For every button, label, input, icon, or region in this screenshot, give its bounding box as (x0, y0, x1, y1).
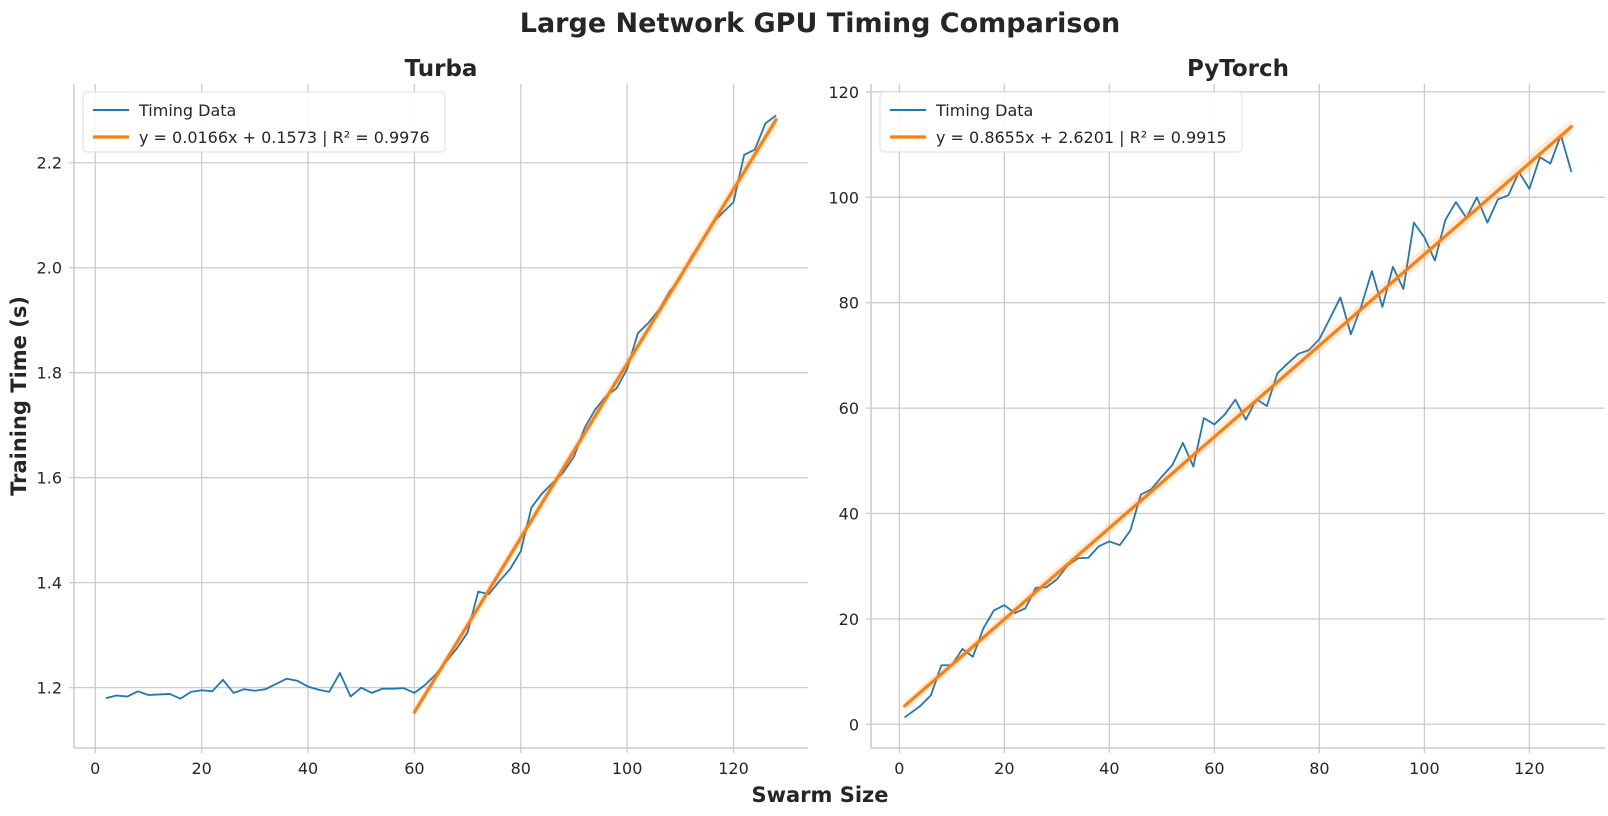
turba-x-tick-label: 0 (90, 759, 100, 778)
pytorch-x-tick-label: 40 (1099, 759, 1119, 778)
pytorch-legend-label: y = 0.8655x + 2.6201 | R² = 0.9915 (936, 128, 1227, 147)
turba-legend-label: Timing Data (138, 101, 236, 120)
turba-x-tick-label: 80 (511, 759, 531, 778)
pytorch-y-tick-label: 40 (839, 504, 859, 523)
pytorch-x-tick-label: 80 (1309, 759, 1329, 778)
pytorch-legend-label: Timing Data (935, 101, 1033, 120)
turba-x-tick-label: 60 (404, 759, 424, 778)
pytorch-fit-line (903, 125, 1573, 708)
turba-panel: Turba 0 20 40 60 80 100 120 1.2 1.4 1.6 1.8 2.0 2.2 Ti… (37, 56, 808, 778)
pytorch-y-tick-label: 60 (839, 399, 859, 418)
turba-legend (82, 91, 446, 153)
turba-y-tick-label: 1.6 (37, 469, 62, 488)
pytorch-legend (879, 91, 1243, 153)
pytorch-y-tick-label: 80 (839, 294, 859, 313)
pytorch-x-tick-label: 0 (894, 759, 904, 778)
turba-y-tick-label: 1.2 (37, 679, 62, 698)
turba-x-tick-label: 40 (298, 759, 318, 778)
turba-x-tick-label: 100 (612, 759, 643, 778)
shared-y-axis-label: Training Time (s) (7, 296, 31, 496)
pytorch-x-tick-label: 60 (1204, 759, 1224, 778)
turba-y-tick-label: 2.0 (37, 259, 62, 278)
pytorch-panel-title: PyTorch (1187, 56, 1289, 82)
turba-x-tick-label: 120 (718, 759, 749, 778)
pytorch-y-tick-label: 0 (849, 715, 859, 734)
turba-panel-title: Turba (405, 56, 478, 82)
pytorch-y-tick-label: 120 (828, 83, 859, 102)
pytorch-y-tick-label: 100 (828, 188, 859, 207)
shared-x-axis-label: Swarm Size (751, 783, 888, 807)
pytorch-x-tick-label: 20 (994, 759, 1014, 778)
turba-legend-label: y = 0.0166x + 0.1573 | R² = 0.9976 (139, 128, 430, 147)
pytorch-x-tick-label: 120 (1514, 759, 1545, 778)
turba-timing-data-line (105, 114, 777, 700)
turba-y-tick-label: 2.2 (37, 154, 62, 173)
figure-title: Large Network GPU Timing Comparison (520, 8, 1121, 39)
turba-y-tick-label: 1.8 (37, 364, 62, 383)
turba-fit-line (412, 118, 778, 714)
pytorch-x-tick-label: 100 (1409, 759, 1440, 778)
turba-y-tick-label: 1.4 (37, 574, 62, 593)
turba-x-tick-label: 20 (191, 759, 211, 778)
pytorch-y-tick-label: 20 (839, 610, 859, 629)
pytorch-timing-data-line (904, 134, 1573, 719)
pytorch-panel: PyTorch 0 20 40 60 80 100 120 0 20 40 60 80 100 120 Tim… (828, 56, 1605, 778)
